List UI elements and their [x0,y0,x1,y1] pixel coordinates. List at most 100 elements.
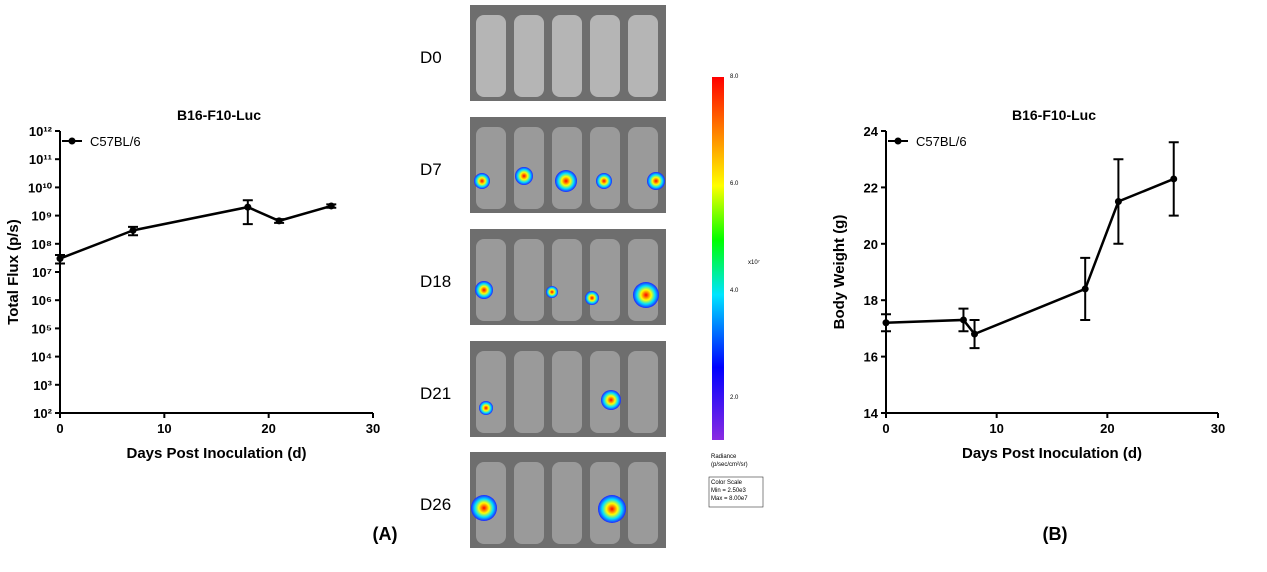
x-axis-label: Days Post Inoculation (d) [962,445,1142,462]
data-point [1081,285,1089,293]
signal [596,173,612,189]
colorbar-legend: Max = 8.00e7 [711,496,748,502]
chart-title: B16-F10-Luc [177,107,261,123]
mouse [514,239,544,321]
data-point [275,217,283,225]
colorbar-tick: 2.0 [730,395,739,401]
y-tick-label: 24 [864,124,879,139]
data-point [882,319,890,327]
series-line [885,177,1175,336]
signal [555,170,577,192]
panel-label: (B) [1043,524,1068,544]
colorbar-legend: (p/sec/cm²/sr) [711,462,748,468]
y-tick-label: 10⁷ [32,265,52,280]
colorbar-tick: 6.0 [730,181,739,187]
y-tick-label: 10⁵ [31,321,52,336]
signal [475,281,493,299]
mouse [628,239,658,321]
legend-label: C57BL/6 [90,134,141,149]
x-tick-label: 10 [989,421,1003,436]
x-axis-label: Days Post Inoculation (d) [126,445,306,462]
y-tick-label: 20 [864,237,878,252]
signal [585,291,599,305]
y-tick-label: 10⁸ [31,237,52,252]
mouse [628,351,658,433]
x-tick-label: 20 [261,421,275,436]
y-axis-label: Body Weight (g) [831,215,848,330]
data-point [1114,198,1122,205]
y-tick-label: 10³ [33,378,52,393]
x-tick-label: 30 [366,421,380,436]
colorbar-legend: Min = 2.50e3 [711,488,747,494]
x-tick-label: 20 [1100,421,1114,436]
y-axis-label: Total Flux (p/s) [5,219,22,325]
signal [474,173,490,189]
colorbar-legend: Color Scale [711,480,743,486]
data-point [327,202,335,210]
day-label: D18 [420,272,451,291]
series-line [59,204,332,260]
y-tick-label: 10¹² [29,124,53,139]
x-tick-label: 0 [56,421,63,436]
chart-title: B16-F10-Luc [1012,107,1096,123]
mouse [514,351,544,433]
y-tick-label: 10¹⁰ [28,180,53,195]
colorbar-tick: 8.0 [730,74,739,80]
mouse [476,15,506,97]
data-point [129,226,137,234]
y-tick-label: 22 [864,180,878,195]
mouse [552,351,582,433]
mouse [590,15,620,97]
day-label: D21 [420,384,451,403]
data-point [959,316,967,324]
x-tick-label: 10 [157,421,171,436]
data-point [56,255,64,263]
mouse [476,351,506,433]
mouse [628,462,658,544]
legend-marker [68,137,76,145]
y-tick-label: 10⁶ [32,293,52,308]
y-tick-label: 10² [33,406,52,421]
day-label: D26 [420,495,451,514]
legend-marker [894,137,902,145]
colorbar-unit: x10⁷ [748,259,760,266]
y-tick-label: 10¹¹ [29,152,52,167]
mouse [514,462,544,544]
day-label: D7 [420,160,442,179]
y-tick-label: 10⁴ [31,350,52,365]
mouse [628,15,658,97]
signal [546,286,558,298]
colorbar-box [708,476,764,508]
mouse [552,15,582,97]
legend-label: C57BL/6 [916,134,967,149]
mouse [552,127,582,209]
x-tick-label: 0 [882,421,889,436]
data-point [971,330,979,338]
mouse [590,239,620,321]
day-label: D0 [420,48,442,67]
panel-label: (A) [373,524,398,544]
signal [601,390,621,410]
signal [471,495,497,521]
mouse [476,127,506,209]
colorbar-legend: Radiance [711,454,737,460]
mouse [628,127,658,209]
y-tick-label: 16 [864,350,878,365]
signal [647,172,665,190]
mouse [476,239,506,321]
mouse [590,127,620,209]
x-tick-label: 30 [1211,421,1225,436]
signal [598,495,626,523]
signal [633,282,659,308]
signal [479,401,493,415]
y-tick-label: 10⁹ [31,209,52,224]
mouse [514,15,544,97]
colorbar-tick: 4.0 [730,288,739,294]
data-point [1170,175,1178,183]
mouse [514,127,544,209]
data-point [244,203,252,211]
colorbar [712,77,724,440]
mouse [552,462,582,544]
signal [515,167,533,185]
